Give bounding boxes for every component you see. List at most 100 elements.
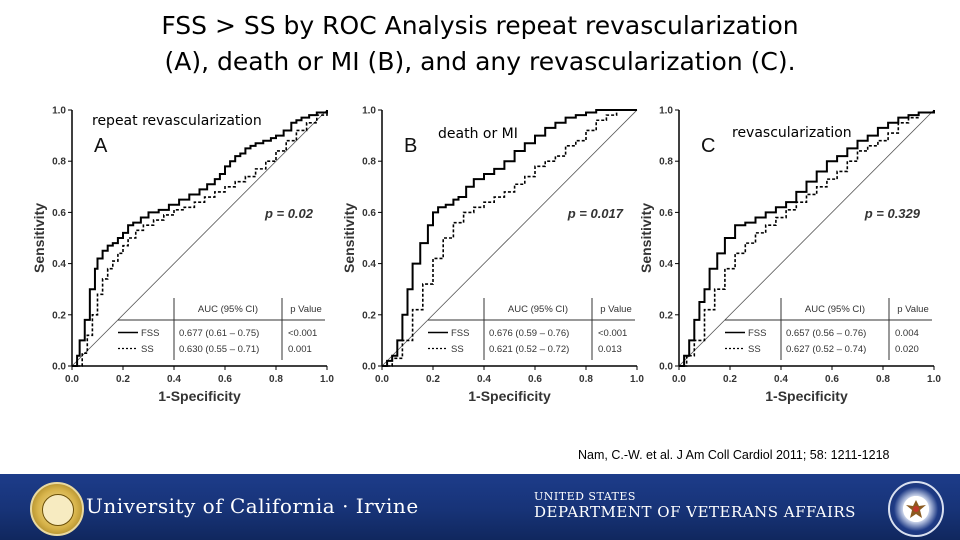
table-p-value: 0.001 xyxy=(288,344,312,355)
table-p-value: 0.020 xyxy=(895,344,919,355)
table-header-p: p Value xyxy=(600,304,632,315)
y-tick-label: 0.0 xyxy=(362,362,376,373)
x-tick-label: 0.0 xyxy=(375,374,389,385)
y-tick-label: 0.0 xyxy=(659,362,673,373)
roc-panel-b: 0.0 0.2 0.4 0.6 0.8 1.0 0.0 0.2 0.4 0.6 0.8 1.0 1-Sp… xyxy=(340,100,644,410)
table-series-name: SS xyxy=(451,344,464,355)
x-tick-label: 0.4 xyxy=(167,374,181,385)
table-header-auc: AUC (95% CI) xyxy=(508,304,568,315)
title-line-2: (A), death or MI (B), and any revascular… xyxy=(164,47,796,76)
roc-curve-fss xyxy=(72,110,328,367)
y-axis-label: Sensitivity xyxy=(31,203,47,273)
panel-letter: A xyxy=(94,135,108,157)
roc-panel-a: 0.0 0.2 0.4 0.6 0.8 1.0 0.0 0.2 0.4 0.6 0.8 1.0 1-Sp… xyxy=(30,100,334,410)
y-tick-label: 0.6 xyxy=(52,208,66,219)
roc-chart-svg: 0.0 0.2 0.4 0.6 0.8 1.0 0.0 0.2 0.4 0.6 0.8 1.0 1-Sp… xyxy=(31,106,334,405)
x-tick-label: 0.0 xyxy=(672,374,686,385)
y-axis-label: Sensitivity xyxy=(638,203,654,273)
x-tick-label: 0.6 xyxy=(218,374,232,385)
y-tick-label: 0.2 xyxy=(362,310,376,321)
reference-diagonal xyxy=(71,109,328,367)
uci-seal-icon xyxy=(30,482,84,536)
table-auc-value: 0.676 (0.59 – 0.76) xyxy=(489,328,569,339)
x-tick-label: 0.6 xyxy=(825,374,839,385)
roc-curve-ss xyxy=(382,109,637,367)
panel-letter: C xyxy=(701,135,715,157)
x-tick-label: 0.0 xyxy=(65,374,79,385)
x-tick-label: 0.8 xyxy=(269,374,283,385)
overlay-label: repeat revascularization xyxy=(92,113,262,129)
p-value-label: p = 0.02 xyxy=(264,206,314,221)
x-axis-label: 1-Specificity xyxy=(765,388,848,404)
x-tick-label: 0.4 xyxy=(477,374,491,385)
y-tick-label: 0.6 xyxy=(362,208,376,219)
x-axis-label: 1-Specificity xyxy=(158,388,241,404)
overlay-label: death or MI xyxy=(438,126,518,142)
roc-chart-svg: 0.0 0.2 0.4 0.6 0.8 1.0 0.0 0.2 0.4 0.6 0.8 1.0 1-Sp… xyxy=(638,106,941,405)
y-tick-label: 0.2 xyxy=(52,310,66,321)
roc-curve-ss xyxy=(679,110,935,367)
y-tick-label: 0.4 xyxy=(659,259,673,270)
table-auc-value: 0.677 (0.61 – 0.75) xyxy=(179,328,259,339)
citation: Nam, C.-W. et al. J Am Coll Cardiol 2011… xyxy=(578,448,890,462)
x-tick-label: 0.2 xyxy=(116,374,130,385)
table-series-name: SS xyxy=(141,344,154,355)
x-tick-label: 1.0 xyxy=(927,374,941,385)
roc-curve-fss xyxy=(382,109,637,367)
roc-panel-c: 0.0 0.2 0.4 0.6 0.8 1.0 0.0 0.2 0.4 0.6 0.8 1.0 1-Sp… xyxy=(637,100,941,410)
table-p-value: 0.013 xyxy=(598,344,622,355)
overlay-label-background xyxy=(91,113,263,129)
x-tick-label: 0.8 xyxy=(876,374,890,385)
footer-banner xyxy=(0,474,960,540)
x-tick-label: 0.6 xyxy=(528,374,542,385)
y-tick-label: 0.6 xyxy=(659,208,673,219)
table-p-value: <0.001 xyxy=(598,328,627,339)
slide-title: FSS > SS by ROC Analysis repeat revascul… xyxy=(0,8,960,80)
table-auc-value: 0.630 (0.55 – 0.71) xyxy=(179,344,259,355)
reference-diagonal xyxy=(381,109,638,367)
table-p-value: 0.004 xyxy=(895,328,919,339)
p-value-label: p = 0.017 xyxy=(567,206,624,221)
table-header-p: p Value xyxy=(897,304,929,315)
reference-diagonal xyxy=(678,109,935,367)
va-seal-icon xyxy=(888,481,944,537)
overlay-label-background xyxy=(731,125,853,141)
x-tick-label: 0.2 xyxy=(723,374,737,385)
y-tick-label: 0.8 xyxy=(362,157,376,168)
table-auc-value: 0.657 (0.56 – 0.76) xyxy=(786,328,866,339)
table-p-value: <0.001 xyxy=(288,328,317,339)
y-tick-label: 1.0 xyxy=(659,106,673,117)
table-series-name: SS xyxy=(748,344,761,355)
table-series-name: FSS xyxy=(748,328,766,339)
x-tick-label: 0.4 xyxy=(774,374,788,385)
table-header-p: p Value xyxy=(290,304,322,315)
p-value-label: p = 0.329 xyxy=(864,206,921,221)
roc-curve-fss xyxy=(679,110,935,367)
uci-wordmark: University of California · Irvine xyxy=(86,494,419,518)
table-series-name: FSS xyxy=(141,328,159,339)
overlay-label: revascularization xyxy=(732,125,852,141)
y-tick-label: 0.2 xyxy=(659,310,673,321)
table-header-auc: AUC (95% CI) xyxy=(805,304,865,315)
overlay-label-background xyxy=(437,126,519,142)
table-series-name: FSS xyxy=(451,328,469,339)
roc-chart-svg: 0.0 0.2 0.4 0.6 0.8 1.0 0.0 0.2 0.4 0.6 0.8 1.0 1-Sp… xyxy=(341,106,644,405)
y-tick-label: 0.8 xyxy=(52,157,66,168)
va-wordmark-top: UNITED STATES xyxy=(534,490,636,503)
x-tick-label: 0.2 xyxy=(426,374,440,385)
y-tick-label: 1.0 xyxy=(362,106,376,117)
x-tick-label: 0.8 xyxy=(579,374,593,385)
y-axis-label: Sensitivity xyxy=(341,203,357,273)
y-tick-label: 0.4 xyxy=(52,259,66,270)
y-tick-label: 0.0 xyxy=(52,362,66,373)
x-tick-label: 1.0 xyxy=(320,374,334,385)
y-tick-label: 0.8 xyxy=(659,157,673,168)
roc-curve-ss xyxy=(72,110,328,367)
x-axis-label: 1-Specificity xyxy=(468,388,551,404)
x-tick-label: 1.0 xyxy=(630,374,644,385)
table-header-auc: AUC (95% CI) xyxy=(198,304,258,315)
title-line-1: FSS > SS by ROC Analysis repeat revascul… xyxy=(161,11,799,40)
table-auc-value: 0.621 (0.52 – 0.72) xyxy=(489,344,569,355)
panel-letter: B xyxy=(404,135,417,157)
table-auc-value: 0.627 (0.52 – 0.74) xyxy=(786,344,866,355)
